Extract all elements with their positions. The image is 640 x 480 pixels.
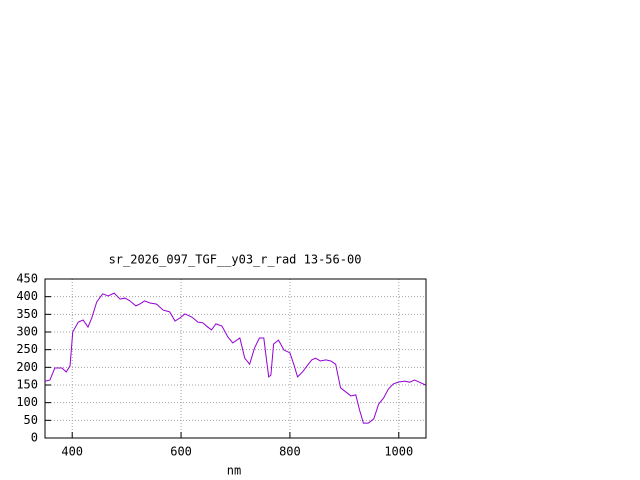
plot-border [44, 278, 427, 439]
x-tick-label: 600 [170, 445, 192, 459]
y-tick-label: 200 [16, 360, 38, 374]
x-tick-label: 1000 [384, 445, 413, 459]
y-tick-label: 50 [24, 413, 38, 427]
chart-title: sr_2026_097_TGF__y03_r_rad 13-56-00 [109, 253, 362, 267]
x-tick-label: 800 [279, 445, 301, 459]
x-tick-label: 400 [61, 445, 83, 459]
y-tick-label: 450 [16, 272, 38, 286]
y-tick-label: 150 [16, 378, 38, 392]
y-tick-label: 250 [16, 342, 38, 356]
y-tick-label: 0 [31, 431, 38, 445]
y-tick-label: 350 [16, 307, 38, 321]
y-tick-label: 300 [16, 325, 38, 339]
y-tick-label: 100 [16, 395, 38, 409]
data-line [44, 292, 426, 424]
x-axis-label: nm [227, 464, 241, 478]
y-tick-label: 400 [16, 289, 38, 303]
